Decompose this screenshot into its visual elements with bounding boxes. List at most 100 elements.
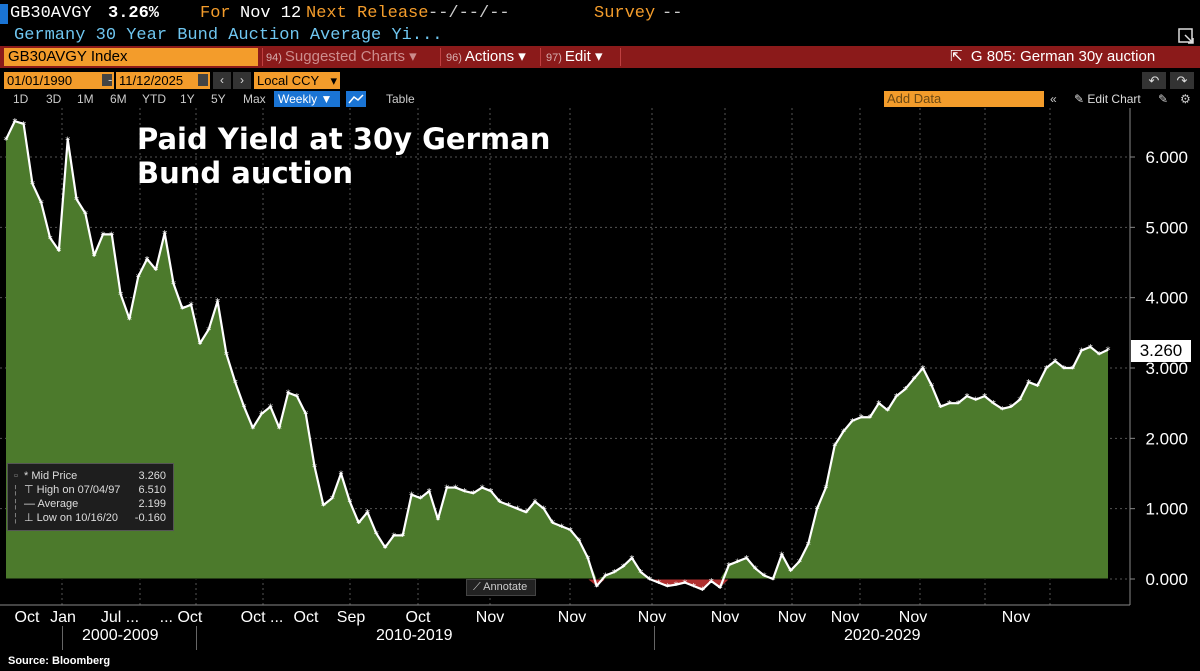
- x-tick-label: Oct ...: [241, 609, 284, 626]
- series-area: [0, 121, 1108, 590]
- decade-label: 2010-2019: [376, 627, 453, 644]
- data-point: *: [1079, 346, 1084, 357]
- period-1m[interactable]: 1M: [77, 92, 94, 106]
- data-point: *: [991, 399, 996, 410]
- data-point: *: [12, 117, 17, 128]
- calendar-icon[interactable]: [198, 74, 208, 86]
- data-point: *: [400, 531, 405, 542]
- annotate-button[interactable]: ⟋ Annotate: [466, 579, 536, 596]
- data-point: *: [938, 403, 943, 414]
- start-date-input[interactable]: 01/01/1990: [4, 72, 114, 89]
- data-point: *: [770, 575, 775, 586]
- period-ytd[interactable]: YTD: [142, 92, 166, 106]
- currency-value: Local CCY: [257, 73, 320, 88]
- add-data-input[interactable]: Add Data: [884, 91, 1044, 107]
- period-5y[interactable]: 5Y: [211, 92, 226, 106]
- data-point: *: [885, 406, 890, 417]
- data-point: *: [859, 413, 864, 424]
- line-chart-icon[interactable]: [346, 91, 366, 107]
- y-axis: 0.000 1.000 2.000 3.000 4.000 5.000 6.000: [1129, 108, 1188, 605]
- data-point: *: [321, 501, 326, 512]
- frequency-select[interactable]: Weekly ▼: [274, 91, 340, 107]
- period-3d[interactable]: 3D: [46, 92, 62, 106]
- currency-select[interactable]: Local CCY ▾: [254, 72, 340, 89]
- legend-box[interactable]: ▫ * Mid Price 3.260 ¦ ⊤ High on 07/04/97…: [7, 463, 174, 531]
- pencil-icon: ⟋: [473, 581, 481, 593]
- period-1y[interactable]: 1Y: [180, 92, 195, 106]
- data-point: *: [136, 273, 141, 284]
- gear-icon[interactable]: ⚙: [1180, 92, 1191, 106]
- prev-range-button[interactable]: ‹: [213, 72, 231, 89]
- data-point: *: [920, 364, 925, 375]
- security-description: Germany 30 Year Bund Auction Average Yi.…: [14, 26, 443, 45]
- data-point: *: [268, 403, 273, 414]
- data-point: *: [277, 424, 282, 435]
- data-point: *: [700, 586, 705, 597]
- legend-label: ⊥ Low on 10/16/20: [24, 512, 118, 524]
- legend-label: ⊤ High on 07/04/97: [24, 484, 121, 496]
- redo-icon[interactable]: ↷: [1170, 72, 1194, 89]
- data-point: *: [577, 536, 582, 547]
- edit-icon[interactable]: ✎: [1158, 92, 1169, 106]
- annotate-label: Annotate: [483, 581, 528, 593]
- data-point: *: [1035, 382, 1040, 393]
- y-tick-label: 0.000: [1145, 570, 1188, 589]
- period-1d[interactable]: 1D: [13, 92, 29, 106]
- series-points: * * * * * * * * * * * * * * * * * * * * * * * * * * * * * * * * * * * * * * * *…: [4, 117, 1111, 596]
- data-point: *: [559, 522, 564, 533]
- data-point: *: [65, 135, 70, 146]
- data-point: *: [903, 385, 908, 396]
- legend-label-text: Average: [37, 498, 79, 510]
- x-tick-label: Oct: [406, 609, 431, 626]
- export-icon[interactable]: ⇱: [950, 48, 963, 65]
- data-point: *: [215, 297, 220, 308]
- x-tick-label: ... Oct: [160, 609, 203, 626]
- edit-button[interactable]: 97) Edit ▾: [546, 48, 602, 66]
- data-point: *: [850, 417, 855, 428]
- next-release-label: Next Release: [306, 4, 429, 23]
- legend-label: — Average: [24, 498, 79, 510]
- edit-chart-button[interactable]: ✎ Edit Chart: [1074, 91, 1141, 107]
- data-point: *: [427, 487, 432, 498]
- suggested-charts-button[interactable]: 94) Suggested Charts ▾: [266, 48, 417, 66]
- calendar-icon[interactable]: [102, 74, 112, 86]
- data-point: *: [594, 582, 599, 593]
- for-label: For: [200, 4, 231, 23]
- data-point: *: [383, 543, 388, 554]
- data-point: *: [541, 505, 546, 516]
- x-tick-label: Nov: [831, 609, 859, 626]
- decade-label: 2020-2029: [844, 627, 921, 644]
- actions-button[interactable]: 96) Actions ▾: [446, 48, 526, 66]
- collapse-icon[interactable]: «: [1050, 92, 1057, 106]
- data-point: *: [224, 350, 229, 361]
- chart-name[interactable]: ⇱ G 805: German 30y auction: [950, 48, 1155, 66]
- checkbox-icon[interactable]: ▫: [14, 470, 18, 482]
- security-field[interactable]: GB30AVGY Index: [4, 48, 258, 66]
- yield-chart[interactable]: * * * * * * * * * * * * * * * * * * * * * * * * * * * * * * * * * * * * * * * *…: [0, 108, 1200, 653]
- data-point: *: [674, 581, 679, 592]
- data-point: *: [709, 577, 714, 588]
- x-tick-label: Nov: [1002, 609, 1030, 626]
- table-button[interactable]: Table: [386, 92, 415, 106]
- legend-value: 3.260: [138, 470, 166, 482]
- data-point: *: [206, 325, 211, 336]
- data-point: *: [956, 399, 961, 410]
- ticker-symbol[interactable]: GB30AVGY: [10, 4, 92, 23]
- next-range-button[interactable]: ›: [233, 72, 251, 89]
- period-max[interactable]: Max: [243, 92, 266, 106]
- legend-row: ¦ ⊤ High on 07/04/97 6.510: [14, 484, 170, 497]
- undo-icon[interactable]: ↶: [1142, 72, 1166, 89]
- data-point: *: [197, 339, 202, 350]
- data-point: *: [682, 579, 687, 590]
- data-point: *: [286, 389, 291, 400]
- data-point: *: [21, 120, 26, 131]
- popout-icon[interactable]: [1176, 26, 1196, 46]
- data-point: *: [621, 562, 626, 573]
- data-point: *: [250, 424, 255, 435]
- decade-label: 2000-2009: [82, 627, 159, 644]
- x-axis: Oct Jan Jul ... ... Oct Oct ... Oct Sep Oct Nov N…: [0, 604, 1130, 626]
- x-tick-label: Nov: [711, 609, 739, 626]
- actions-label: Actions: [464, 48, 515, 65]
- period-6m[interactable]: 6M: [110, 92, 127, 106]
- end-date-input[interactable]: 11/12/2025: [116, 72, 210, 89]
